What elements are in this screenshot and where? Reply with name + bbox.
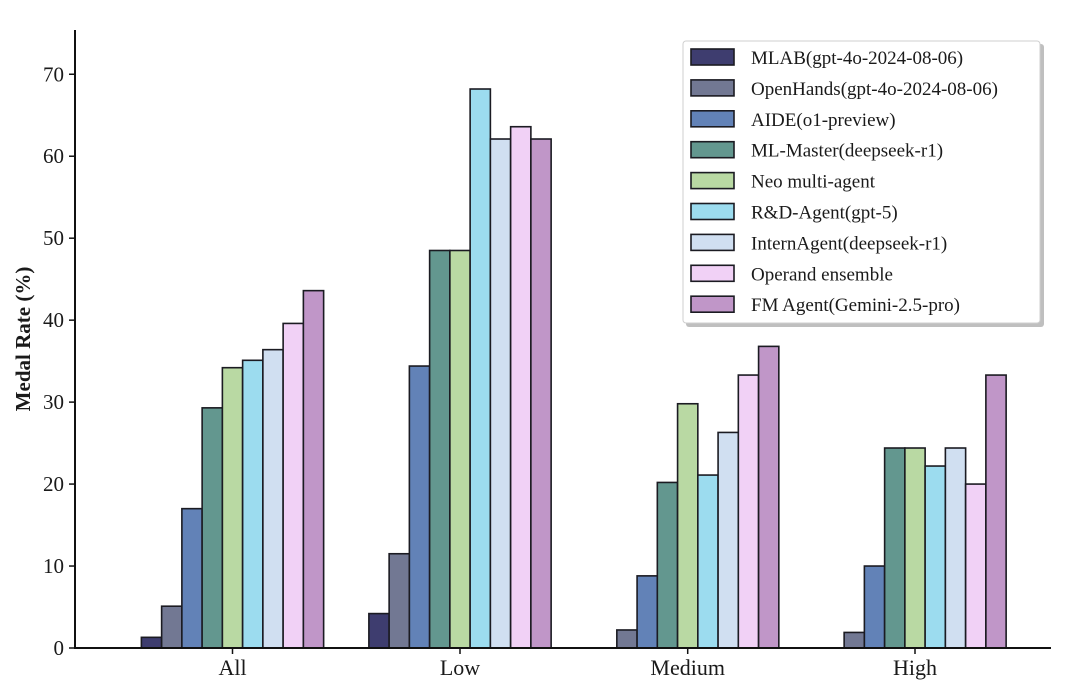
legend-swatch-4 xyxy=(690,171,735,190)
bar-high-4 xyxy=(904,447,926,649)
bar-all-3 xyxy=(201,407,224,649)
bar-all-7 xyxy=(282,322,305,649)
bar-low-4 xyxy=(449,249,471,649)
legend-label-8: FM Agent(Gemini-2.5-pro) xyxy=(751,295,960,316)
legend-label-7: Operand ensemble xyxy=(751,264,893,285)
bar-all-6 xyxy=(262,348,284,649)
bar-high-1 xyxy=(843,631,866,649)
y-tick-label: 10 xyxy=(43,554,64,578)
legend-label-1: OpenHands(gpt-4o-2024-08-06) xyxy=(751,79,998,100)
y-tick-label: 30 xyxy=(43,390,64,414)
bar-high-3 xyxy=(883,447,906,649)
bar-medium-2 xyxy=(636,575,659,649)
bar-all-1 xyxy=(160,605,183,649)
bars-layer xyxy=(140,88,1007,649)
legend-label-2: AIDE(o1-preview) xyxy=(751,110,896,131)
bar-all-8 xyxy=(302,289,325,649)
bar-medium-3 xyxy=(656,481,679,649)
y-tick-label: 60 xyxy=(43,144,64,168)
bar-medium-1 xyxy=(616,629,638,649)
legend-label-5: R&D-Agent(gpt-5) xyxy=(751,203,898,224)
legend-swatch-6 xyxy=(690,233,735,252)
bar-high-6 xyxy=(944,447,967,649)
legend-label-6: InternAgent(deepseek-r1) xyxy=(751,233,947,254)
x-tick-label-low: Low xyxy=(440,655,480,680)
legend-items: MLAB(gpt-4o-2024-08-06) OpenHands(gpt-4o-… xyxy=(690,48,998,316)
bar-low-1 xyxy=(388,552,411,649)
bar-medium-8 xyxy=(757,345,780,649)
bar-high-7 xyxy=(964,483,987,649)
axes-layer xyxy=(74,30,1051,649)
legend-label-4: Neo multi-agent xyxy=(751,172,876,193)
y-ticks-layer: 0 10 20 30 40 50 60 70 xyxy=(43,62,75,660)
bar-all-5 xyxy=(241,359,264,649)
legend-label-0: MLAB(gpt-4o-2024-08-06) xyxy=(751,48,963,69)
y-tick-label: 40 xyxy=(43,308,64,332)
legend-swatch-2 xyxy=(690,110,735,128)
bar-low-7 xyxy=(509,125,532,649)
bar-low-8 xyxy=(530,138,552,649)
legend-swatch-3 xyxy=(690,140,735,159)
y-tick-label: 50 xyxy=(43,226,64,250)
bar-medium-6 xyxy=(717,431,740,649)
legend-label-3: ML-Master(deepseek-r1) xyxy=(751,141,943,162)
legend-swatch-0 xyxy=(690,48,735,66)
legend-swatch-7 xyxy=(690,264,735,283)
x-ticks-layer: All Low Medium High xyxy=(218,648,937,680)
bar-high-5 xyxy=(924,465,947,649)
bar-low-5 xyxy=(469,88,492,649)
legend-swatch-5 xyxy=(690,202,735,221)
bar-low-3 xyxy=(428,249,451,649)
x-tick-label-all: All xyxy=(218,655,246,680)
bar-low-0 xyxy=(368,612,390,649)
x-tick-label-medium: Medium xyxy=(650,655,725,680)
bar-all-2 xyxy=(181,507,203,649)
bar-medium-4 xyxy=(676,402,699,649)
bar-medium-5 xyxy=(697,474,719,649)
bar-low-2 xyxy=(408,365,431,649)
x-tick-label-high: High xyxy=(893,655,937,680)
bar-high-2 xyxy=(863,565,886,649)
bar-low-6 xyxy=(489,138,512,649)
y-axis-title: Medal Rate (%) xyxy=(11,267,35,412)
bar-medium-7 xyxy=(737,374,760,649)
y-tick-label: 70 xyxy=(43,62,64,86)
bar-high-8 xyxy=(985,374,1007,649)
legend: MLAB(gpt-4o-2024-08-06) OpenHands(gpt-4o-… xyxy=(682,40,1044,327)
bar-all-4 xyxy=(221,366,244,649)
bar-all-0 xyxy=(140,636,163,649)
y-tick-label: 20 xyxy=(43,472,64,496)
legend-swatch-1 xyxy=(690,79,735,97)
y-tick-label: 0 xyxy=(54,636,65,660)
legend-swatch-8 xyxy=(690,295,735,314)
legend-frame xyxy=(682,40,1041,324)
